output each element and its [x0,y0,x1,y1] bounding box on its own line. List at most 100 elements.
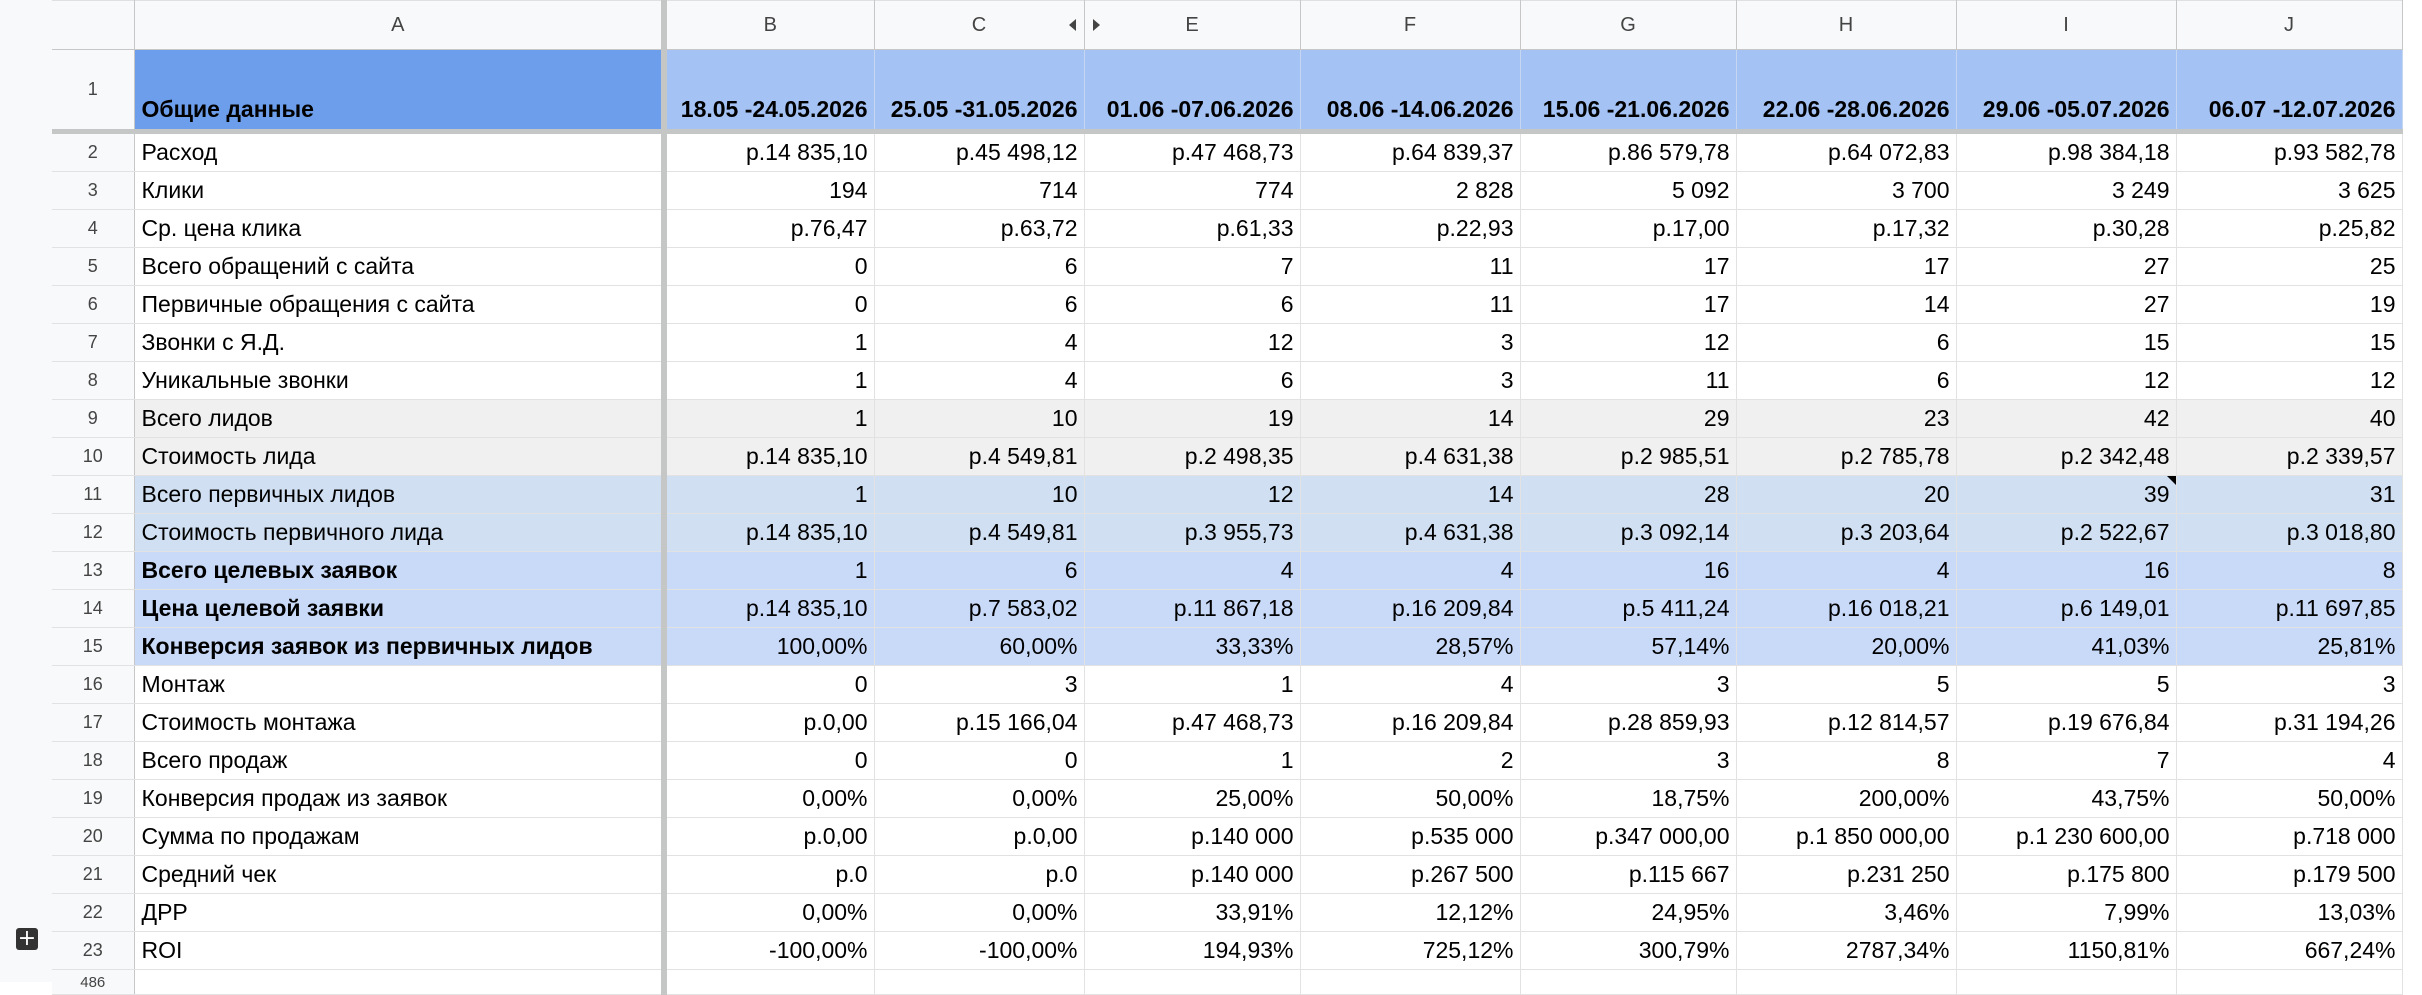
value-cell[interactable]: р.30,28 [1956,209,2177,248]
value-cell[interactable]: 7,99% [1956,893,2177,932]
value-cell[interactable]: р.140 000 [1084,817,1301,856]
value-cell[interactable]: 3 625 [2176,171,2403,210]
value-cell[interactable]: 667,24% [2176,931,2403,970]
value-cell[interactable]: р.267 500 [1300,855,1521,894]
value-cell[interactable]: р.86 579,78 [1520,131,1737,172]
value-cell[interactable]: 2787,34% [1736,931,1957,970]
row-label-cell[interactable]: Первичные обращения с сайта [134,285,667,324]
empty-cell[interactable] [1956,969,2177,995]
value-cell[interactable]: 2 [1300,741,1521,780]
column-header-b[interactable]: B [664,0,875,50]
column-header-i[interactable]: I [1956,0,2177,50]
value-cell[interactable]: р.19 676,84 [1956,703,2177,742]
value-cell[interactable]: 20,00% [1736,627,1957,666]
value-cell[interactable]: 4 [1084,551,1301,590]
row-number[interactable]: 22 [52,893,135,932]
value-cell[interactable]: 3 [1520,741,1737,780]
value-cell[interactable]: 0,00% [874,893,1085,932]
value-cell[interactable]: р.115 667 [1520,855,1737,894]
value-cell[interactable]: 20 [1736,475,1957,514]
column-header-c[interactable]: C [874,0,1085,50]
value-cell[interactable]: 12 [1956,361,2177,400]
value-cell[interactable]: -100,00% [664,931,875,970]
value-cell[interactable]: 4 [1300,665,1521,704]
value-cell[interactable]: 17 [1520,247,1737,286]
value-cell[interactable]: 33,91% [1084,893,1301,932]
value-cell[interactable]: 725,12% [1300,931,1521,970]
empty-cell[interactable] [1520,969,1737,995]
period-header-cell[interactable]: 01.06 -07.06.2026 [1084,49,1301,134]
value-cell[interactable]: р.45 498,12 [874,131,1085,172]
row-label-cell[interactable]: Всего продаж [134,741,667,780]
value-cell[interactable]: 11 [1300,247,1521,286]
value-cell[interactable]: 16 [1520,551,1737,590]
row-number[interactable]: 2 [52,131,135,172]
value-cell[interactable]: р.14 835,10 [664,513,875,552]
value-cell[interactable]: 0 [664,741,875,780]
value-cell[interactable]: 12 [1520,323,1737,362]
value-cell[interactable]: 27 [1956,247,2177,286]
value-cell[interactable]: 6 [874,551,1085,590]
value-cell[interactable]: р.2 342,48 [1956,437,2177,476]
value-cell[interactable]: 4 [2176,741,2403,780]
value-cell[interactable]: 0,00% [664,893,875,932]
row-label-cell[interactable]: Расход [134,131,667,172]
value-cell[interactable]: 100,00% [664,627,875,666]
value-cell[interactable]: р.3 955,73 [1084,513,1301,552]
row-label-cell[interactable]: Стоимость лида [134,437,667,476]
value-cell[interactable]: р.76,47 [664,209,875,248]
value-cell[interactable]: р.4 549,81 [874,513,1085,552]
empty-cell[interactable] [2176,969,2403,995]
value-cell[interactable]: 7 [1956,741,2177,780]
period-header-cell[interactable]: 08.06 -14.06.2026 [1300,49,1521,134]
value-cell[interactable]: 6 [1736,323,1957,362]
value-cell[interactable]: 0 [874,741,1085,780]
value-cell[interactable]: р.0 [664,855,875,894]
value-cell[interactable]: 27 [1956,285,2177,324]
value-cell[interactable]: 41,03% [1956,627,2177,666]
value-cell[interactable]: р.7 583,02 [874,589,1085,628]
value-cell[interactable]: р.47 468,73 [1084,131,1301,172]
value-cell[interactable]: 0,00% [874,779,1085,818]
value-cell[interactable]: р.140 000 [1084,855,1301,894]
row-label-cell[interactable]: ДРР [134,893,667,932]
value-cell[interactable]: р.16 209,84 [1300,589,1521,628]
value-cell[interactable]: 29 [1520,399,1737,438]
value-cell[interactable]: 194 [664,171,875,210]
value-cell[interactable]: 12 [2176,361,2403,400]
empty-cell[interactable] [1300,969,1521,995]
row-label-cell[interactable]: Стоимость первичного лида [134,513,667,552]
value-cell[interactable]: 4 [874,323,1085,362]
value-cell[interactable]: р.14 835,10 [664,437,875,476]
value-cell[interactable]: 14 [1736,285,1957,324]
value-cell[interactable]: р.3 092,14 [1520,513,1737,552]
value-cell[interactable]: 19 [2176,285,2403,324]
row-label-cell[interactable]: Конверсия продаж из заявок [134,779,667,818]
value-cell[interactable]: -100,00% [874,931,1085,970]
value-cell[interactable]: 3,46% [1736,893,1957,932]
row-label-cell[interactable]: Всего целевых заявок [134,551,667,590]
value-cell[interactable]: р.14 835,10 [664,131,875,172]
value-cell[interactable]: 1 [1084,741,1301,780]
value-cell[interactable]: р.4 631,38 [1300,513,1521,552]
value-cell[interactable]: 8 [1736,741,1957,780]
value-cell[interactable]: р.1 850 000,00 [1736,817,1957,856]
period-header-cell[interactable]: 15.06 -21.06.2026 [1520,49,1737,134]
row-number[interactable]: 5 [52,247,135,286]
value-cell[interactable]: 15 [2176,323,2403,362]
value-cell[interactable]: 12,12% [1300,893,1521,932]
value-cell[interactable]: р.12 814,57 [1736,703,1957,742]
row-label-cell[interactable]: Всего лидов [134,399,667,438]
empty-cell[interactable] [134,969,667,995]
value-cell[interactable]: 1 [1084,665,1301,704]
period-header-cell[interactable]: 25.05 -31.05.2026 [874,49,1085,134]
value-cell[interactable]: р.179 500 [2176,855,2403,894]
row-number[interactable]: 13 [52,551,135,590]
value-cell[interactable]: р.64 072,83 [1736,131,1957,172]
value-cell[interactable]: 17 [1520,285,1737,324]
value-cell[interactable]: р.25,82 [2176,209,2403,248]
row-label-cell[interactable]: Клики [134,171,667,210]
value-cell[interactable]: 4 [1736,551,1957,590]
value-cell[interactable]: р.0,00 [664,817,875,856]
row-number[interactable]: 20 [52,817,135,856]
